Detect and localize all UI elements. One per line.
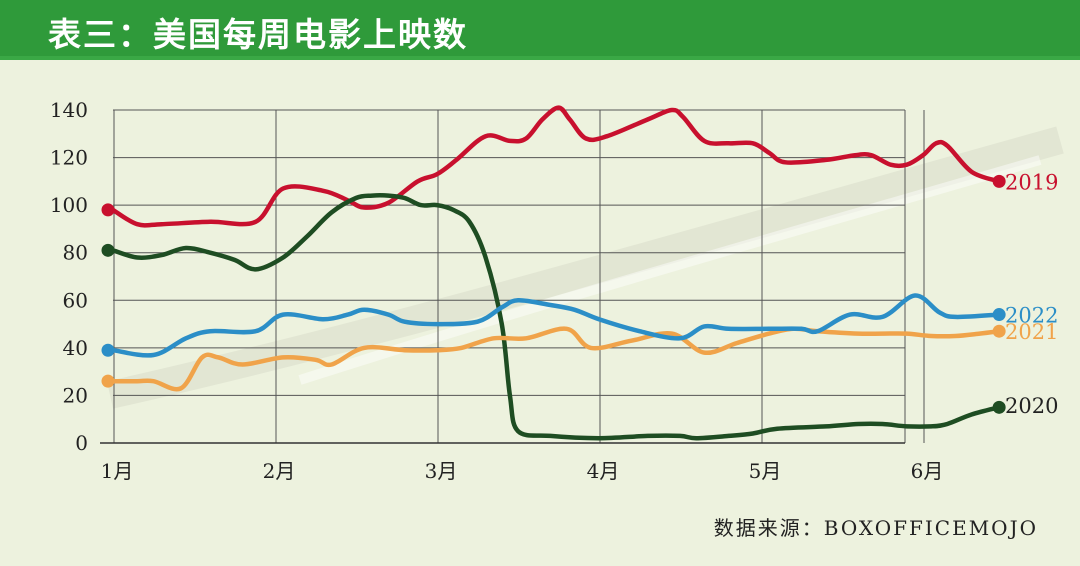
y-tick-label: 60	[63, 288, 88, 312]
data-source: 数据来源：BOXOFFICEMOJO	[713, 516, 1038, 540]
y-tick-label: 80	[63, 241, 88, 265]
x-tick-label: 1月	[101, 459, 134, 483]
series-line-2020	[110, 193, 1002, 441]
watermark-streak-highlight	[298, 155, 1042, 385]
title-bar: 表三：美国每周电影上映数	[0, 0, 1080, 60]
y-tick-label: 120	[50, 146, 88, 170]
series-start-marker-2020	[101, 243, 115, 257]
series-label-2019: 2019	[1005, 170, 1058, 194]
series-2020: 2020	[101, 193, 1058, 441]
y-tick-label: 140	[50, 98, 88, 122]
chart-grid	[100, 109, 925, 444]
series-label-2020: 2020	[1005, 394, 1058, 418]
x-axis: 1月 2月 3月 4月 5月 6月	[101, 459, 944, 483]
series-2021: 2021	[101, 320, 1058, 392]
series-2019: 2019	[101, 105, 1058, 228]
series-line-2019	[110, 105, 1002, 228]
x-tick-label: 6月	[911, 459, 944, 483]
x-tick-label: 5月	[749, 459, 782, 483]
y-axis: 0 20 40 60 80 100 120 140	[50, 98, 88, 455]
series-label-2021: 2021	[1005, 320, 1058, 344]
y-tick-label: 100	[50, 193, 88, 217]
y-tick-label: 20	[63, 383, 88, 407]
series-start-marker-2022	[101, 343, 115, 357]
x-tick-label: 4月	[587, 459, 620, 483]
series-line-2022	[110, 293, 1002, 358]
series-2022: 2022	[101, 293, 1058, 358]
series-start-marker-2019	[101, 203, 115, 217]
series-label-2022: 2022	[1005, 304, 1058, 328]
series-start-marker-2021	[101, 374, 115, 388]
series-end-marker-2020	[992, 400, 1006, 414]
series-end-marker-2019	[992, 174, 1006, 188]
series-end-marker-2021	[992, 324, 1006, 338]
series-line-2021	[110, 326, 1002, 392]
series-end-marker-2022	[992, 308, 1006, 322]
x-tick-label: 3月	[425, 459, 458, 483]
y-tick-label: 0	[75, 431, 88, 455]
chart-title: 表三：美国每周电影上映数	[48, 15, 468, 54]
x-tick-label: 2月	[263, 459, 296, 483]
y-tick-label: 40	[63, 336, 88, 360]
